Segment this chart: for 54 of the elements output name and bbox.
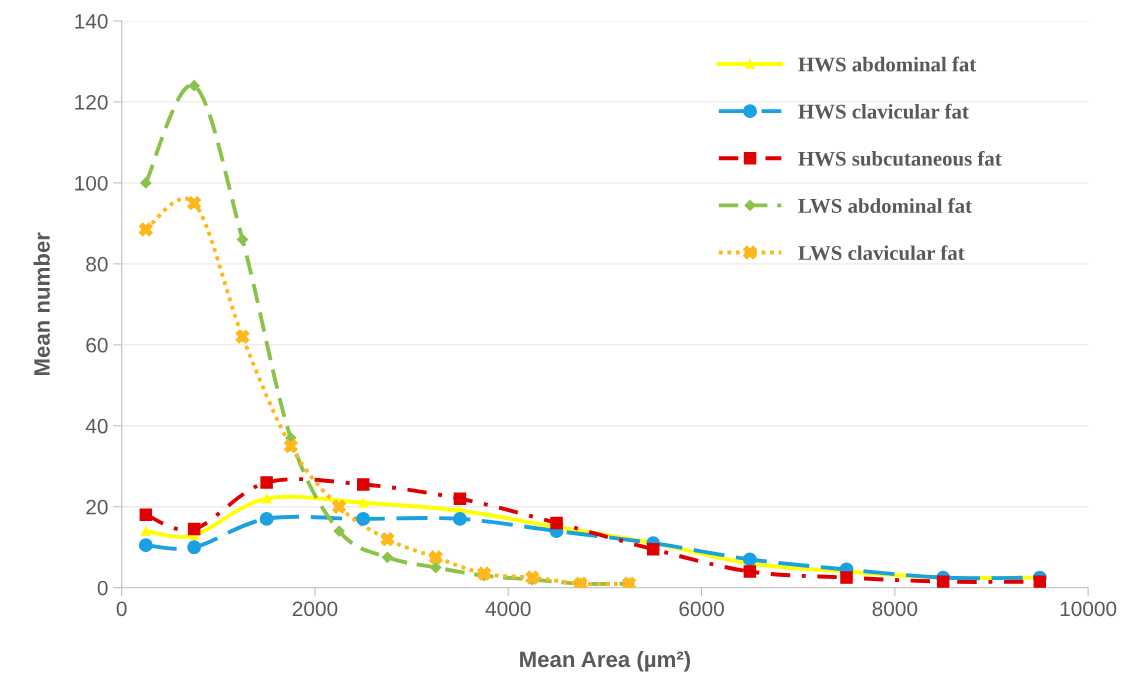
point: [430, 561, 442, 574]
point: [358, 497, 369, 508]
legend-label: HWS clavicular fat: [798, 103, 969, 119]
legend-label: LWS clavicular fat: [798, 245, 965, 261]
point: [140, 526, 151, 536]
point: [380, 532, 395, 547]
x-tick-label: 2000: [292, 601, 338, 617]
y-tick-label: 60: [86, 337, 108, 353]
y-tick-label: 20: [86, 499, 108, 515]
point: [936, 575, 950, 588]
y-tick-label: 40: [85, 418, 108, 434]
x-axis-title: Mean Area (µm²): [520, 650, 691, 672]
point: [840, 571, 853, 584]
y-tick-label: 140: [75, 13, 108, 29]
point: [236, 233, 249, 246]
point: [260, 476, 273, 489]
y-tick-label: 120: [75, 94, 108, 110]
x-tick-label: 4000: [485, 601, 531, 617]
x-tick-label: 8000: [872, 601, 918, 617]
y-axis-title: Mean number: [33, 232, 50, 376]
x-tick-label: 10000: [1060, 601, 1117, 617]
point: [1033, 575, 1047, 588]
point: [550, 516, 563, 530]
legend-label: HWS subcutaneous fat: [798, 150, 1002, 166]
point: [453, 492, 467, 505]
legend-label: HWS abdominal fat: [798, 56, 977, 72]
point: [187, 522, 201, 536]
point: [332, 499, 347, 514]
y-tick-label: 0: [97, 580, 108, 596]
point: [357, 478, 370, 491]
point: [138, 222, 153, 237]
point: [743, 565, 757, 578]
point: [742, 552, 757, 567]
point: [428, 550, 443, 565]
point: [283, 439, 298, 453]
y-tick-label: 80: [86, 256, 108, 272]
point: [187, 540, 202, 555]
point: [140, 177, 152, 189]
point: [356, 511, 371, 526]
point: [188, 80, 200, 92]
point: [235, 329, 250, 344]
y-tick-label: 100: [75, 175, 108, 191]
point: [187, 196, 202, 211]
x-tick-label: 6000: [679, 601, 724, 617]
point: [646, 543, 660, 556]
point: [381, 551, 394, 563]
point: [139, 508, 153, 522]
point: [333, 525, 345, 537]
point: [452, 511, 467, 526]
x-tick-label: 0: [116, 601, 127, 617]
legend-label: LWS abdominal fat: [798, 198, 972, 214]
point: [259, 511, 274, 526]
point: [261, 493, 272, 504]
point: [138, 538, 153, 553]
